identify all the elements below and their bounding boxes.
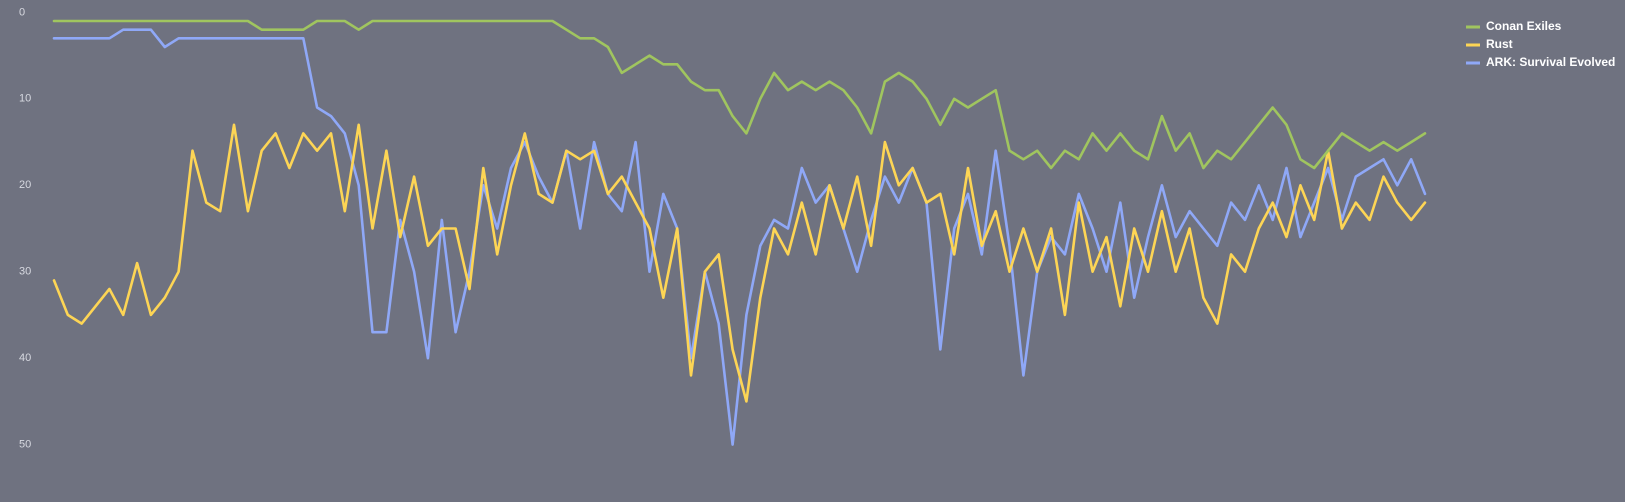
series-line — [52, 123, 1427, 403]
y-tick-label: 30 — [19, 266, 31, 278]
legend-label: Rust — [1486, 37, 1513, 51]
legend-label: ARK: Survival Evolved — [1486, 55, 1615, 69]
y-tick-label: 50 — [19, 439, 31, 451]
legend-label: Conan Exiles — [1486, 19, 1562, 33]
y-tick-label: 40 — [19, 352, 31, 364]
y-tick-label: 20 — [19, 179, 31, 191]
series-line — [52, 19, 1427, 170]
series-line — [52, 28, 1427, 446]
y-tick-label: 0 — [19, 6, 25, 18]
y-tick-label: 10 — [19, 93, 31, 105]
